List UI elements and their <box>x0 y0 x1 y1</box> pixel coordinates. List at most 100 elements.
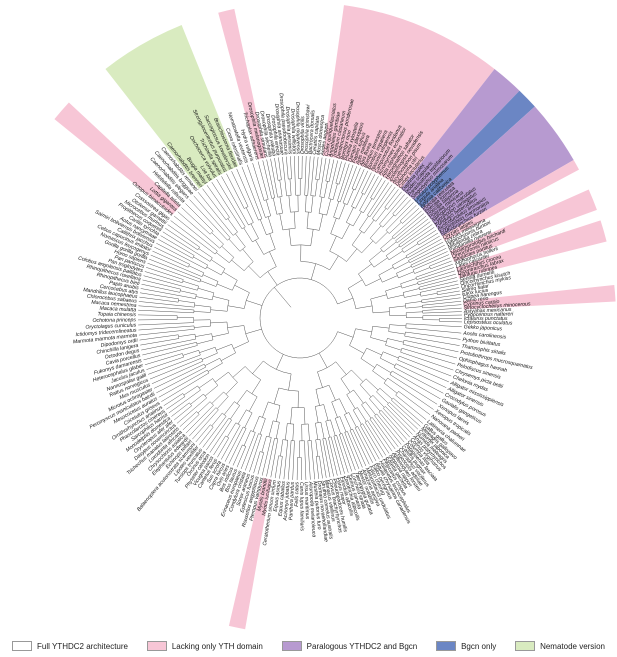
species-label: Dipodomys ordii <box>100 338 139 349</box>
internal-branch <box>400 278 417 285</box>
leaf-branch <box>355 169 365 191</box>
internal-branch <box>198 378 213 389</box>
internal-arc <box>401 249 405 253</box>
internal-branch <box>318 352 328 368</box>
leaf-branch <box>240 432 256 470</box>
leaf-branch <box>397 218 429 244</box>
internal-branch <box>269 233 276 250</box>
leaf-branch <box>359 176 379 211</box>
internal-branch <box>252 360 264 374</box>
internal-branch <box>211 259 226 269</box>
internal-branch <box>250 223 259 239</box>
internal-branch <box>234 284 250 293</box>
leaf-branch <box>389 374 438 405</box>
internal-branch <box>385 285 402 292</box>
internal-branch <box>388 250 404 261</box>
species-label: Lepisosteus oculatus <box>464 319 513 326</box>
leaf-branch <box>401 227 435 250</box>
leaf-branch <box>404 335 460 346</box>
leaf-branch <box>336 435 349 473</box>
internal-arc <box>282 439 288 441</box>
leaf-branch <box>179 411 197 427</box>
species-label: Macaca mulatta <box>99 306 136 314</box>
highlight-lacking-yth <box>455 220 607 279</box>
internal-branch <box>227 422 237 438</box>
internal-branch <box>401 283 418 289</box>
leaf-branch <box>241 166 263 219</box>
leaf-branch <box>138 305 195 311</box>
internal-branch <box>290 407 293 424</box>
internal-branch <box>315 389 320 406</box>
leaf-branch <box>216 179 246 228</box>
leaf-branch <box>392 196 408 214</box>
species-label: Ictalurus punctatus <box>464 316 508 322</box>
leaf-branch <box>185 203 214 232</box>
leaf-branch <box>138 314 178 316</box>
species-label: Ceratitis capitata <box>312 116 321 155</box>
species-label: Pygocentrus nattereri <box>464 311 514 318</box>
internal-branch <box>389 222 402 234</box>
internal-arc <box>252 238 259 243</box>
internal-arc <box>384 207 388 210</box>
internal-branch <box>310 229 314 246</box>
highlight-lacking-yth <box>218 8 266 160</box>
leaf-branch <box>278 157 282 180</box>
highlight-lacking-yth <box>228 477 272 630</box>
leaf-branch <box>412 254 450 271</box>
internal-branch <box>198 248 213 259</box>
leaf-branch <box>399 205 417 222</box>
internal-arc <box>359 210 364 214</box>
legend-swatch-full <box>12 641 32 651</box>
leaf-branch <box>247 164 266 218</box>
internal-branch <box>178 300 195 304</box>
leaf-branch <box>224 426 244 462</box>
internal-arc <box>379 224 383 228</box>
internal-arc <box>226 321 229 334</box>
species-label: Equus caballus <box>278 481 288 517</box>
leaf-branch <box>339 164 354 202</box>
leaf-branch <box>206 418 230 451</box>
internal-branch <box>406 311 423 313</box>
internal-branch <box>288 195 291 213</box>
internal-branch <box>334 418 341 435</box>
leaf-branch <box>409 244 445 263</box>
leaf-branch <box>220 425 241 460</box>
leaf-branch <box>274 455 279 479</box>
internal-arc <box>274 437 278 440</box>
internal-arc <box>245 366 261 380</box>
internal-arc <box>250 430 256 433</box>
leaf-branch <box>319 439 327 478</box>
internal-branch <box>323 181 328 198</box>
internal-arc <box>416 242 419 246</box>
leaf-branch <box>181 207 211 235</box>
internal-arc <box>232 280 238 291</box>
internal-branch <box>193 311 211 313</box>
legend-label-bgcn-only: Bgcn only <box>461 641 497 651</box>
leaf-branch <box>192 409 219 440</box>
internal-branch <box>363 219 375 234</box>
leaf-branch <box>398 391 431 415</box>
internal-branch <box>265 199 271 216</box>
leaf-branch <box>384 189 399 208</box>
leaf-branch <box>411 251 448 268</box>
species-label: Drosophila ananassae <box>273 103 285 155</box>
leaf-branch <box>148 258 202 280</box>
internal-branch <box>351 369 364 382</box>
leaf-branch <box>193 195 231 238</box>
internal-branch <box>373 257 388 268</box>
internal-branch <box>346 207 354 223</box>
leaf-branch <box>387 377 434 410</box>
internal-branch <box>359 215 369 230</box>
leaf-branch <box>378 411 405 443</box>
leaf-branch <box>349 430 367 467</box>
leaf-branch <box>337 163 350 202</box>
internal-branch <box>351 231 362 246</box>
leaf-branch <box>322 438 331 478</box>
internal-branch <box>378 266 394 276</box>
internal-arc <box>258 433 262 435</box>
internal-arc <box>385 290 388 299</box>
internal-branch <box>346 394 356 409</box>
internal-branch <box>227 218 238 233</box>
leaf-branch <box>328 159 335 182</box>
leaf-branch <box>410 248 447 266</box>
